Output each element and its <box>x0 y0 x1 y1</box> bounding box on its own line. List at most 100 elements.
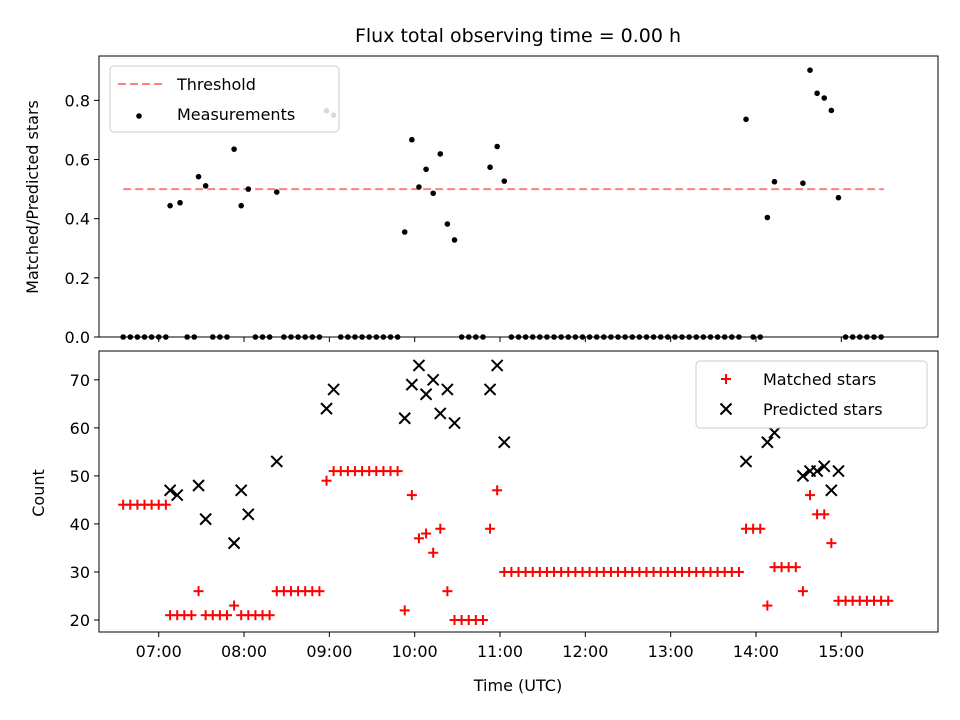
predicted-star-point <box>810 464 824 478</box>
measurement-point <box>771 178 778 185</box>
top-y-tick-label: 0.6 <box>65 151 90 170</box>
predicted-star-point <box>768 426 781 439</box>
top-panel: Flux total observing time = 0.00 h Match… <box>23 25 939 347</box>
bottom-y-axis-label: Count <box>29 469 48 517</box>
top-legend: Threshold Measurements <box>109 65 340 133</box>
legend-predicted-swatch <box>719 402 733 416</box>
measurement-point <box>409 136 415 143</box>
measurement-point <box>401 229 408 235</box>
legend-measurements-label: Measurements <box>177 105 295 124</box>
top-legend-box <box>109 65 340 133</box>
matched-star-point <box>421 528 432 539</box>
measurement-point <box>231 146 237 152</box>
matched-star-point <box>314 586 325 597</box>
predicted-star-point <box>761 436 774 449</box>
predicted-star-point <box>448 416 461 430</box>
matched-star-point <box>826 538 837 549</box>
legend-matched-label: Matched stars <box>763 370 876 389</box>
top-panel-title: Flux total observing time = 0.00 h <box>355 25 681 47</box>
predicted-star-point <box>270 455 283 468</box>
measurement-point <box>835 194 842 201</box>
matched-star-point <box>762 600 773 611</box>
measurement-point <box>451 237 458 243</box>
matched-star-point <box>186 610 197 621</box>
predicted-star-point <box>419 388 433 401</box>
bottom-y-tick-label: 70 <box>70 371 90 390</box>
top-y-ticks: 0.0 0.2 0.4 0.6 0.8 <box>65 91 99 347</box>
bottom-x-tick-label: 09:00 <box>306 642 352 661</box>
bottom-y-tick-label: 20 <box>70 611 90 630</box>
matched-star-point <box>790 562 801 573</box>
measurement-point <box>764 214 771 221</box>
measurement-point <box>800 180 806 186</box>
matched-star-point <box>406 490 417 501</box>
bottom-x-tick-label: 12:00 <box>562 642 608 661</box>
predicted-star-point <box>320 402 333 415</box>
predicted-star-point <box>426 373 440 387</box>
measurement-point <box>494 143 500 150</box>
predicted-star-point <box>171 488 184 502</box>
measurement-point <box>487 164 493 171</box>
matched-star-point <box>160 499 171 510</box>
measurement-point <box>743 116 749 123</box>
measurement-point <box>238 202 245 209</box>
measurement-point <box>501 178 508 184</box>
matched-star-point <box>392 466 403 477</box>
measurement-point <box>807 67 813 73</box>
predicted-star-point <box>490 359 504 372</box>
matched-star-point <box>805 490 816 501</box>
bottom-legend: Matched stars Predicted stars <box>695 360 928 429</box>
top-y-axis-label: Matched/Predicted stars <box>23 100 42 294</box>
bottom-legend-box <box>695 360 928 429</box>
measurement-point <box>195 173 202 180</box>
predicted-star-point <box>227 536 241 550</box>
matched-star-point <box>264 610 275 621</box>
predicted-star-point <box>199 512 212 526</box>
legend-matched-marker <box>721 374 731 384</box>
bottom-x-tick-label: 15:00 <box>818 642 864 661</box>
measurement-point <box>821 95 828 101</box>
measurement-point <box>437 151 444 157</box>
measurement-point <box>814 90 820 97</box>
predicted-star-point <box>405 378 419 391</box>
matched-star-point <box>492 485 503 496</box>
predicted-star-point <box>832 464 845 478</box>
matched-star-point <box>442 586 453 597</box>
predicted-star-point <box>163 484 177 497</box>
bottom-x-tick-label: 10:00 <box>392 642 438 661</box>
bottom-y-ticks: 20 30 40 50 60 70 <box>70 371 99 630</box>
bottom-x-tick-label: 07:00 <box>136 642 182 661</box>
top-y-tick-label: 0.4 <box>65 210 90 229</box>
matched-star-point <box>485 523 496 534</box>
bottom-x-tick-label: 11:00 <box>477 642 523 661</box>
legend-measurements-swatch <box>136 113 142 119</box>
measurement-point <box>430 190 436 197</box>
measurement-point <box>202 183 209 189</box>
predicted-star-point <box>818 460 831 473</box>
bottom-x-tick-label: 14:00 <box>733 642 779 661</box>
predicted-star-point <box>825 484 838 497</box>
predicted-star-point <box>434 407 447 420</box>
top-y-tick-label: 0.2 <box>65 269 90 288</box>
bottom-x-axis-label: Time (UTC) <box>473 676 562 695</box>
top-y-tick-label: 0.0 <box>65 328 90 347</box>
matched-star-point <box>399 605 410 616</box>
measurement-point <box>245 186 252 192</box>
predicted-star-point <box>412 359 426 372</box>
bottom-plot-frame <box>98 350 939 633</box>
matched-star-point <box>819 509 830 520</box>
matched-star-point <box>321 475 332 486</box>
matched-star-point <box>755 523 766 534</box>
predicted-star-points <box>163 359 845 550</box>
top-y-tick-label: 0.8 <box>65 91 90 110</box>
measurement-point <box>444 221 451 227</box>
bottom-x-tick-label: 13:00 <box>648 642 694 661</box>
bottom-y-tick-label: 30 <box>70 563 90 582</box>
matched-star-point <box>193 586 204 597</box>
predicted-star-point <box>739 455 753 468</box>
legend-threshold-label: Threshold <box>176 75 256 94</box>
measurement-point <box>167 202 173 209</box>
matched-star-point <box>413 533 424 544</box>
measurement-point <box>177 199 183 206</box>
bottom-panel: Count Time (UTC) 20 30 40 50 60 70 07:00 08:00… <box>29 350 939 695</box>
